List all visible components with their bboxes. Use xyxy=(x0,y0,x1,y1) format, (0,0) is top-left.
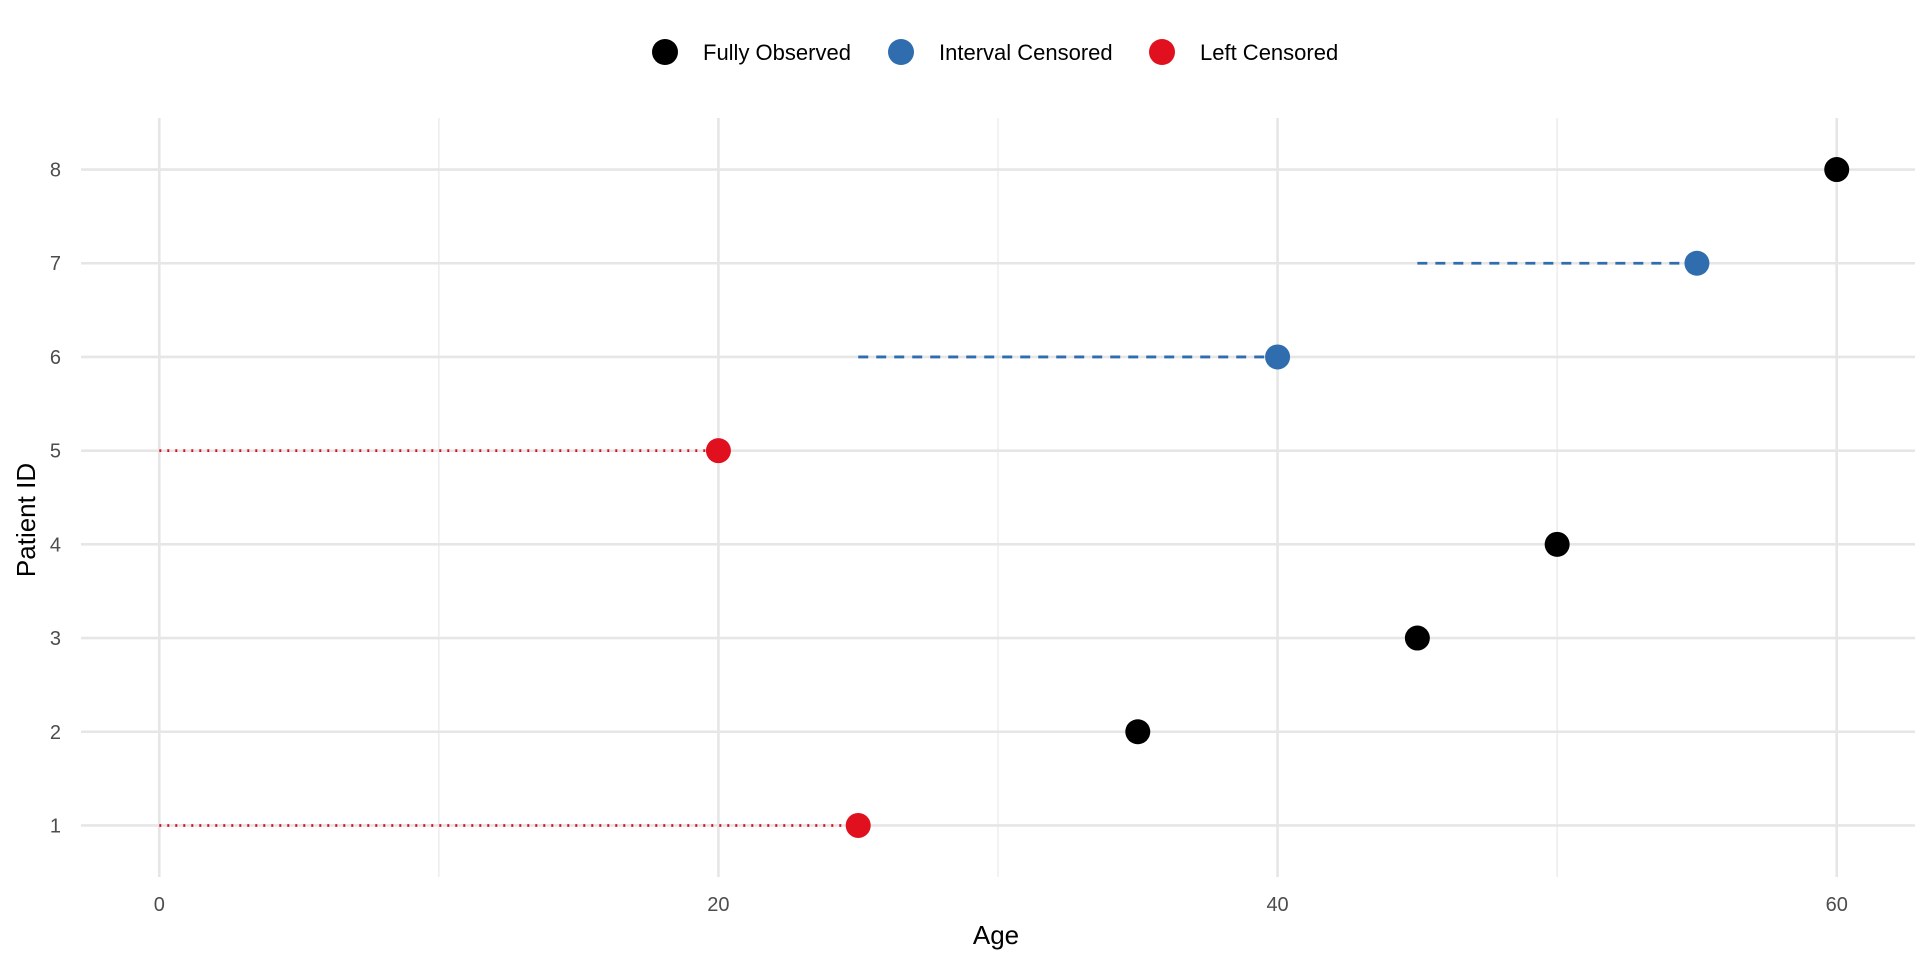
x-tick-label: 60 xyxy=(1826,894,1848,916)
y-tick-label: 5 xyxy=(50,441,61,463)
y-tick-label: 3 xyxy=(50,628,61,650)
legend-label: Left Censored xyxy=(1200,40,1338,65)
x-tick-label: 20 xyxy=(707,894,729,916)
y-tick-label: 2 xyxy=(50,722,61,744)
legend-label: Interval Censored xyxy=(939,40,1113,65)
grid-layer xyxy=(81,118,1915,877)
censor-segment-layer xyxy=(159,261,1697,827)
legend-key xyxy=(888,39,914,65)
legend: Fully Observed Interval Censored Left Cens… xyxy=(652,39,1338,65)
y-axis-title: Patient ID xyxy=(11,463,41,577)
data-point xyxy=(845,812,871,838)
data-point xyxy=(1544,531,1570,557)
y-tick-label: 6 xyxy=(50,347,61,369)
data-point xyxy=(1265,344,1291,370)
legend-key xyxy=(652,39,678,65)
data-point xyxy=(705,438,731,464)
data-point xyxy=(1404,625,1430,651)
data-point xyxy=(1824,157,1850,183)
x-axis-ticks: 0 20 40 60 xyxy=(154,894,1848,916)
data-point xyxy=(1684,250,1710,276)
data-point xyxy=(1125,719,1151,745)
y-tick-label: 4 xyxy=(50,534,61,556)
x-tick-label: 0 xyxy=(154,894,165,916)
y-axis-ticks: 1 2 3 4 5 6 7 8 xyxy=(50,160,61,838)
legend-key xyxy=(1149,39,1175,65)
data-point-layer xyxy=(705,157,1850,838)
x-axis-title: Age xyxy=(973,920,1019,950)
legend-label: Fully Observed xyxy=(703,40,851,65)
y-tick-label: 7 xyxy=(50,253,61,275)
y-tick-label: 1 xyxy=(50,815,61,837)
y-tick-label: 8 xyxy=(50,160,61,182)
x-tick-label: 40 xyxy=(1266,894,1288,916)
